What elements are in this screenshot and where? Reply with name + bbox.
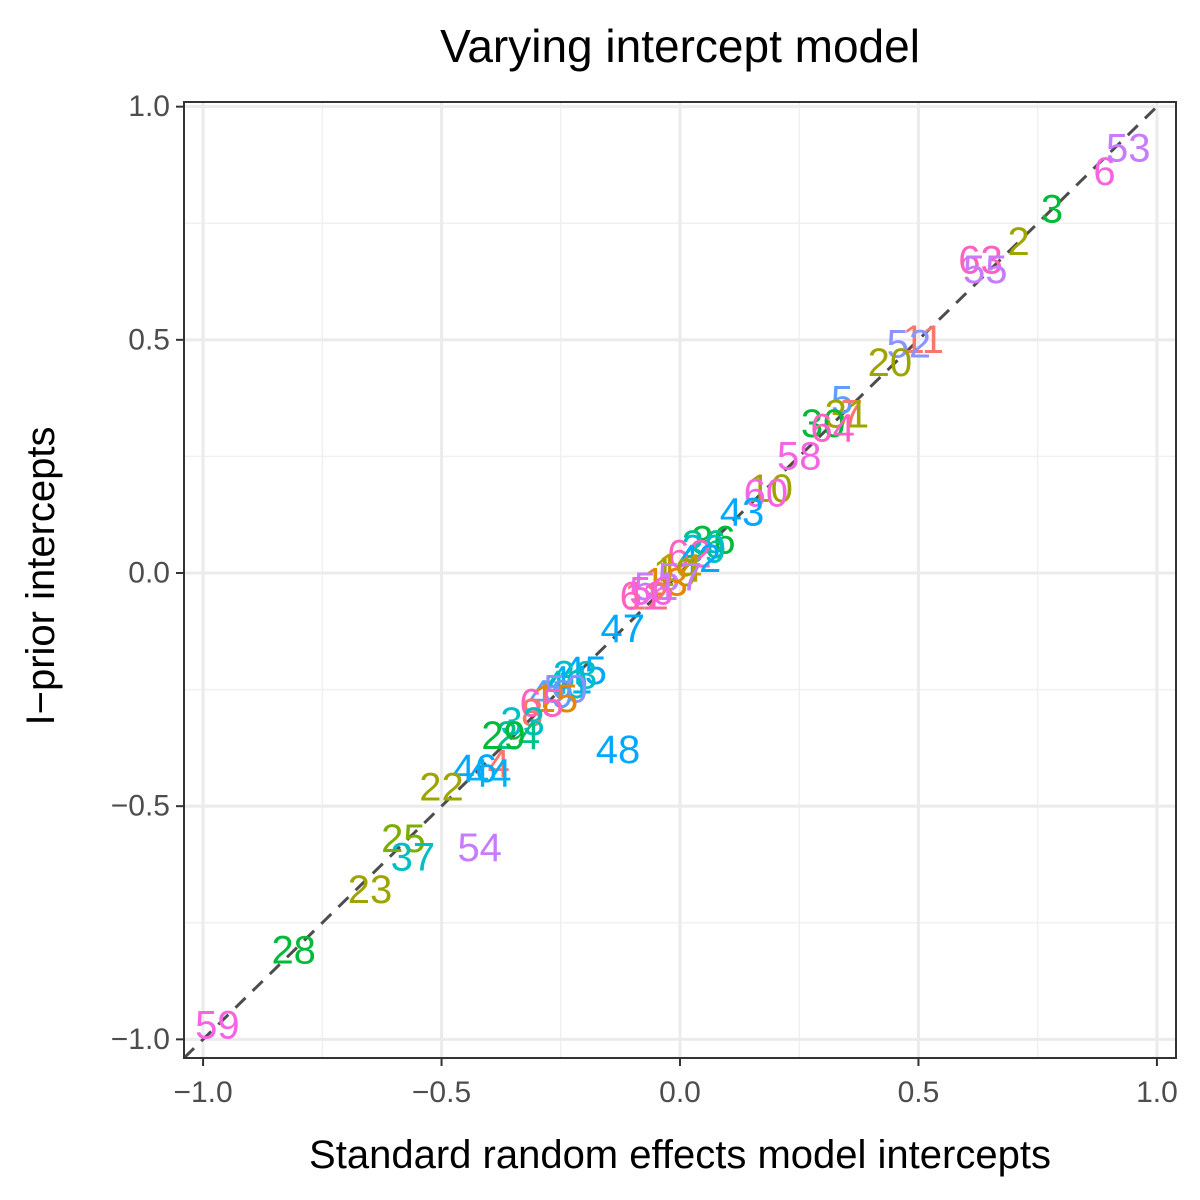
point-label: 52 — [887, 322, 932, 366]
point-label: 43 — [720, 490, 765, 534]
x-tick-label: −0.5 — [412, 1076, 471, 1109]
point-label: 55 — [963, 248, 1008, 292]
point-label: 22 — [419, 766, 464, 810]
point-label: 25 — [381, 817, 426, 861]
point-label: 24 — [496, 714, 541, 758]
point-label: 19 — [653, 551, 698, 595]
plot-panel: 5363263551152205731306458106043362639624… — [183, 101, 1177, 1059]
y-axis-title: I−prior intercepts — [19, 426, 63, 725]
point-label: 50 — [543, 668, 588, 712]
point-label: 62 — [667, 532, 712, 576]
y-tick-label: 0.5 — [128, 323, 170, 356]
point-label: 11 — [902, 318, 944, 362]
point-label: 29 — [481, 714, 526, 758]
point-label: 39 — [682, 528, 727, 572]
point-label: 13 — [643, 560, 688, 604]
point-labels: 5363263551152205731306458106043362639624… — [195, 127, 1150, 1048]
x-tick-label: 0.5 — [898, 1076, 940, 1109]
point-label: 51 — [634, 565, 679, 609]
point-label: 64 — [810, 406, 855, 450]
point-label: 57 — [658, 556, 703, 600]
point-label: 41 — [548, 658, 593, 702]
point-label: 14 — [658, 546, 703, 590]
point-label: 2 — [1007, 220, 1029, 264]
point-label: 36 — [691, 518, 736, 562]
point-label: 23 — [348, 868, 393, 912]
point-label: 49 — [529, 672, 574, 716]
point-label: 26 — [682, 523, 727, 567]
point-label: 8 — [521, 691, 543, 735]
identity-reference-line — [184, 102, 1164, 1058]
point-label: 65 — [519, 682, 564, 726]
point-label: 15 — [534, 677, 579, 721]
point-label: 37 — [391, 835, 436, 879]
point-label: 4 — [488, 742, 510, 786]
point-label: 7 — [841, 392, 863, 436]
point-label: 45 — [562, 649, 607, 693]
point-label: 10 — [748, 467, 793, 511]
y-tick-label: 0.0 — [128, 557, 170, 590]
point-label: 30 — [801, 402, 846, 446]
point-label: 6 — [1093, 150, 1115, 194]
point-label: 33 — [500, 700, 545, 744]
point-label: 28 — [271, 929, 316, 973]
point-label: 61 — [620, 574, 665, 618]
point-label: 59 — [195, 1003, 240, 1047]
y-tick-label: 1.0 — [128, 90, 170, 123]
point-label: 56 — [629, 570, 674, 614]
point-label: 54 — [457, 826, 502, 870]
point-label: 46 — [453, 747, 498, 791]
point-label: 12 — [624, 574, 669, 618]
chart-title: Varying intercept model — [440, 20, 920, 72]
point-label: 44 — [467, 752, 512, 796]
point-label: 63 — [958, 239, 1003, 283]
point-label: 5 — [831, 378, 853, 422]
point-label: 42 — [677, 537, 722, 581]
x-axis-title: Standard random effects model intercepts — [309, 1133, 1051, 1177]
point-label: 53 — [1106, 127, 1151, 171]
y-tick-label: −1.0 — [111, 1023, 170, 1056]
point-label: 47 — [601, 607, 646, 651]
y-tick-label: −0.5 — [111, 790, 170, 823]
x-tick-label: 1.0 — [1136, 1076, 1178, 1109]
point-label: 31 — [825, 392, 870, 436]
point-label: 3 — [1041, 187, 1063, 231]
point-label: 20 — [868, 341, 913, 385]
x-tick-label: 0.0 — [659, 1076, 701, 1109]
point-label: 38 — [553, 654, 598, 698]
point-label: 40 — [543, 663, 588, 707]
point-label: 48 — [596, 728, 641, 772]
point-label: 60 — [744, 472, 789, 516]
x-tick-label: −1.0 — [173, 1076, 232, 1109]
point-label: 58 — [777, 434, 822, 478]
